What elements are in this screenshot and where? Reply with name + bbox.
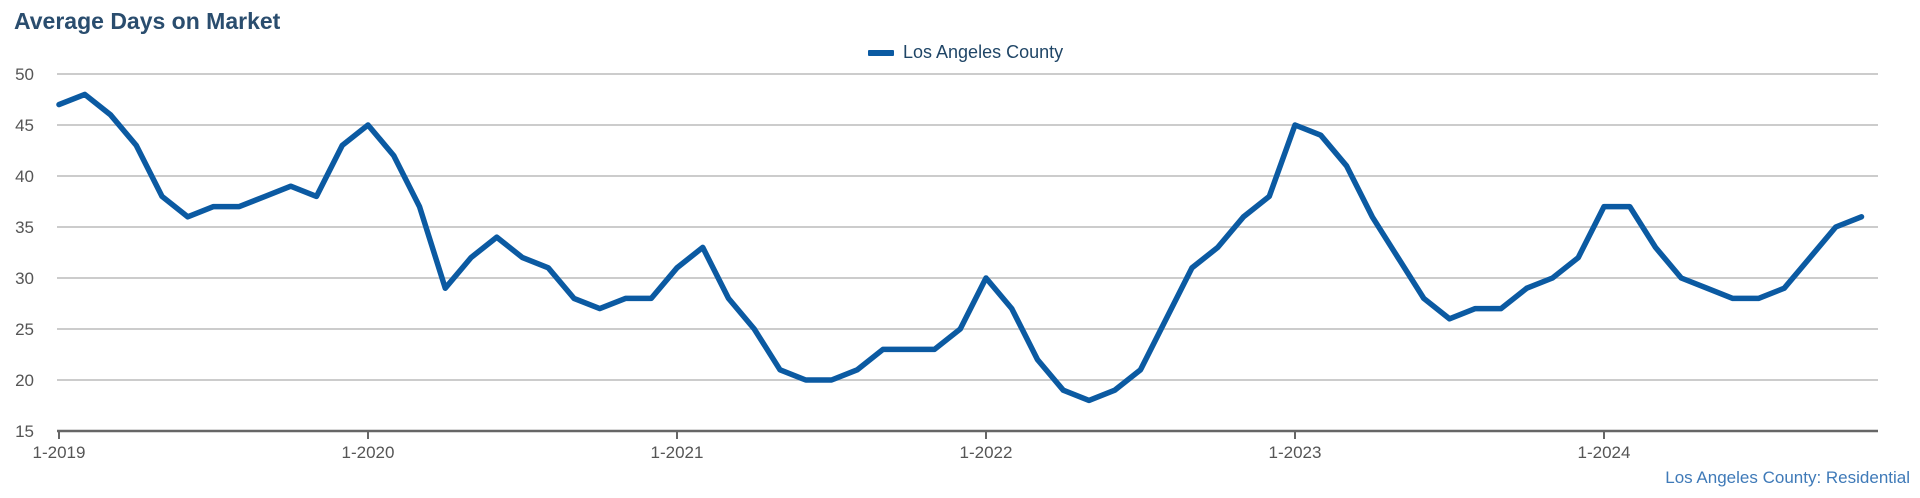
data-point [288,184,293,189]
data-point [1550,275,1555,281]
x-tick-label-1-2022: 1-2022 [960,443,1013,462]
data-point [1009,306,1014,311]
data-point [314,194,319,199]
data-point [674,265,680,270]
x-tick-label-1-2019: 1-2019 [33,443,86,462]
data-point [1498,306,1504,311]
data-point [56,102,62,107]
grid-lines [57,73,1878,381]
data-point [597,306,602,311]
data-point [1653,245,1658,250]
data-point [803,377,808,383]
data-point [1447,316,1452,321]
data-point [520,255,525,260]
data-point [906,347,911,352]
y-tick-label-40: 40 [15,167,34,186]
x-tick-label-1-2020: 1-2020 [342,443,395,462]
x-axis: 1-2019 1-2020 1-2021 1-2022 1-2023 1-2024 [33,429,1878,462]
data-point [1704,286,1710,291]
data-point [932,347,937,352]
legend-label: Los Angeles County [903,42,1064,62]
data-point [1138,367,1143,372]
data-point [880,347,886,352]
data-point [1035,357,1040,362]
data-point [1807,255,1813,260]
y-tick-label-25: 25 [15,320,34,339]
data-point [983,275,989,281]
data-point [211,204,216,209]
y-tick-label-30: 30 [15,269,34,288]
data-point [468,255,474,260]
data-point [1576,255,1581,260]
data-point [1061,388,1066,393]
chart-title: Average Days on Market [14,8,281,34]
legend: Los Angeles County [868,42,1063,63]
data-point [1370,214,1375,219]
data-point [1164,316,1169,321]
data-point [108,112,113,118]
data-point [1395,255,1401,260]
legend-swatch [868,49,894,56]
data-point [1473,306,1478,311]
data-point [417,204,422,209]
data-point [623,296,628,301]
data-point [391,153,396,158]
data-point [1730,296,1735,301]
y-tick-label-50: 50 [15,65,34,84]
data-point [159,194,165,199]
data-point [571,296,577,301]
data-point [1421,296,1426,301]
data-point [262,194,268,199]
data-point [1215,245,1220,250]
data-point [185,214,190,219]
data-point [82,92,87,97]
data-point [494,235,499,240]
data-point [777,367,783,372]
source-note: Los Angeles County: Residential [1665,468,1910,487]
data-point [1756,296,1761,301]
data-point [1833,224,1838,230]
data-point [649,296,654,301]
data-point [1859,214,1864,219]
data-point [1189,265,1195,270]
data-point [700,245,705,250]
data-point [134,143,139,148]
data-point [1524,286,1529,291]
data-point [958,326,963,332]
y-tick-label-35: 35 [15,218,34,237]
data-point [1241,214,1246,219]
data-point [1112,388,1117,393]
series-layer [56,91,1865,404]
data-point [340,143,345,148]
series-line-0 [56,91,1865,404]
y-tick-label-20: 20 [15,371,34,390]
data-point [1679,275,1684,281]
data-point [365,122,371,128]
data-point [1601,204,1607,209]
data-point [855,367,860,372]
data-point [1086,398,1092,403]
data-point [1344,163,1349,168]
data-point [1292,122,1298,128]
data-point [1627,204,1632,209]
y-axis-ticks: 15 20 25 30 35 40 45 50 [15,65,34,441]
data-point [237,204,242,209]
data-point [443,286,448,291]
data-point [1267,194,1272,199]
data-point [546,265,551,270]
data-point [1318,133,1323,138]
data-point [752,326,757,332]
y-tick-label-45: 45 [15,116,34,135]
x-tick-label-1-2023: 1-2023 [1269,443,1322,462]
x-tick-label-1-2021: 1-2021 [651,443,704,462]
y-tick-label-15: 15 [15,422,34,441]
data-point [829,377,834,383]
x-tick-label-1-2024: 1-2024 [1578,443,1631,462]
data-point [1782,286,1787,291]
data-point [726,296,731,301]
